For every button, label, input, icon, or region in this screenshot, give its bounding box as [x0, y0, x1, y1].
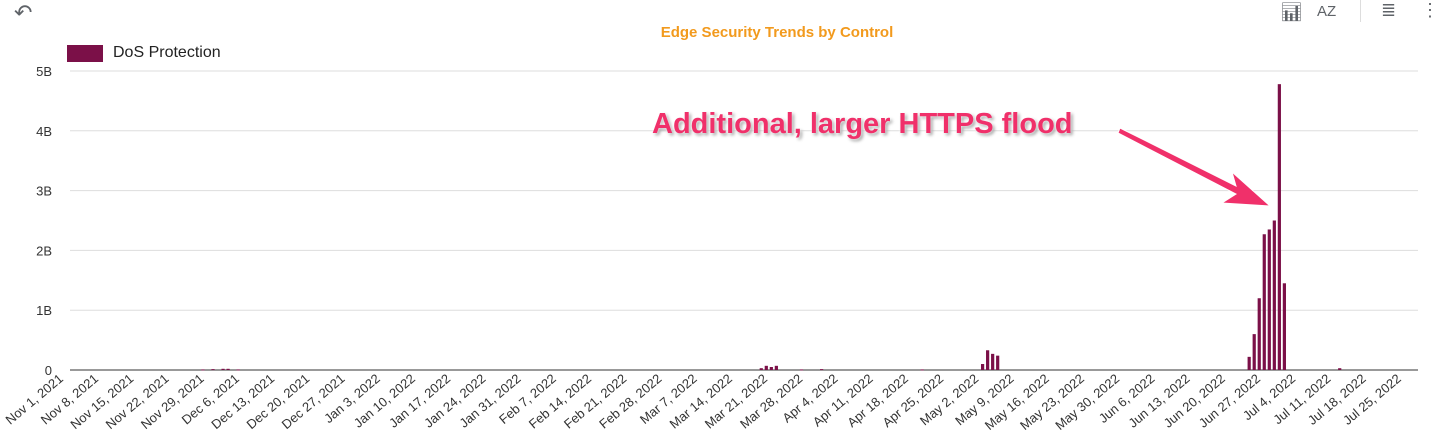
bar	[1262, 234, 1266, 370]
bar	[769, 367, 773, 370]
bar	[1247, 356, 1251, 370]
y-tick-label: 1B	[36, 303, 52, 318]
bar	[221, 368, 225, 370]
undo-icon[interactable]: ↶	[14, 0, 33, 25]
bar	[1338, 368, 1342, 370]
sort-az-icon[interactable]: AZ	[1317, 3, 1337, 20]
filter-icon[interactable]: ≣	[1381, 0, 1397, 20]
bar	[996, 355, 1000, 370]
legend[interactable]: DoS Protection	[67, 44, 221, 62]
bar	[201, 369, 205, 371]
y-tick-label: 3B	[36, 184, 52, 199]
bar	[980, 364, 985, 370]
bar	[1257, 298, 1261, 370]
bar	[986, 350, 990, 370]
bar	[759, 368, 763, 370]
chart-settings-icon[interactable]: 📊︎	[1280, 2, 1303, 22]
legend-swatch	[67, 44, 103, 62]
y-tick-label: 4B	[36, 124, 52, 139]
more-vert-icon[interactable]: ⋮	[1421, 0, 1439, 20]
bar	[236, 369, 240, 371]
bar	[1272, 220, 1276, 370]
bar	[820, 369, 824, 371]
bar	[1267, 229, 1271, 370]
bar	[226, 368, 230, 370]
y-tick-label: 2B	[36, 243, 52, 258]
legend-label: DoS Protection	[113, 44, 221, 61]
y-tick-label: 0	[45, 363, 52, 378]
bar	[991, 353, 995, 370]
bar	[764, 365, 768, 370]
bar	[1282, 283, 1286, 370]
bar	[211, 369, 215, 371]
chart-title: Edge Security Trends by Control	[660, 24, 894, 41]
annotation-arrow	[1117, 127, 1272, 207]
annotation-text: Additional, larger HTTPS flood	[652, 108, 1073, 140]
divider	[1360, 0, 1361, 22]
bar	[799, 369, 804, 371]
bar	[1252, 334, 1256, 370]
bar	[920, 369, 924, 371]
bar	[774, 365, 778, 370]
y-tick-label: 5B	[36, 64, 52, 79]
bar	[1277, 84, 1281, 370]
